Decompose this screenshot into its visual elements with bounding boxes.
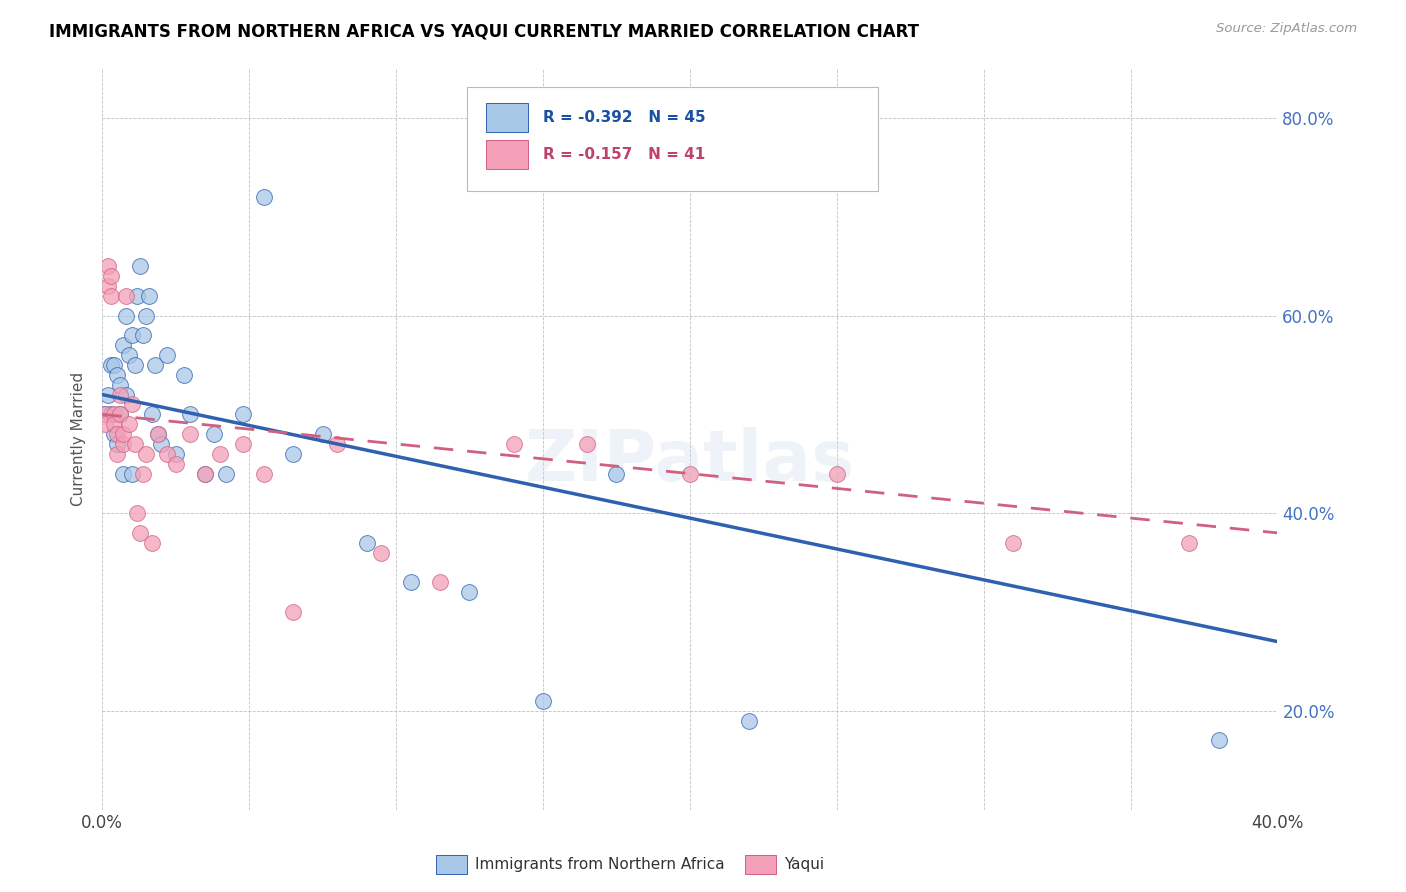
Point bbox=[165, 447, 187, 461]
Point bbox=[100, 358, 122, 372]
Point bbox=[146, 427, 169, 442]
Point bbox=[97, 278, 120, 293]
Text: Yaqui: Yaqui bbox=[785, 857, 825, 871]
Point bbox=[253, 190, 276, 204]
Point bbox=[214, 467, 236, 481]
Point bbox=[103, 358, 125, 372]
Point bbox=[253, 467, 276, 481]
Point bbox=[121, 328, 143, 343]
Point bbox=[135, 447, 157, 461]
Point bbox=[531, 694, 554, 708]
Point bbox=[141, 535, 163, 549]
Point bbox=[100, 407, 122, 421]
Point bbox=[179, 427, 201, 442]
Point bbox=[108, 377, 131, 392]
Point bbox=[1001, 535, 1024, 549]
Point bbox=[173, 368, 195, 382]
Point bbox=[429, 575, 451, 590]
Point bbox=[94, 407, 117, 421]
Point bbox=[143, 358, 166, 372]
Point bbox=[146, 427, 169, 442]
Point bbox=[679, 467, 702, 481]
Point bbox=[100, 289, 122, 303]
FancyBboxPatch shape bbox=[467, 87, 877, 191]
Point bbox=[156, 447, 179, 461]
Point bbox=[124, 358, 146, 372]
Point bbox=[111, 437, 134, 451]
Point bbox=[502, 437, 524, 451]
Point bbox=[105, 368, 128, 382]
FancyBboxPatch shape bbox=[486, 103, 527, 131]
Point bbox=[114, 289, 136, 303]
Point bbox=[94, 407, 117, 421]
Point bbox=[121, 467, 143, 481]
Point bbox=[103, 407, 125, 421]
Point bbox=[132, 467, 155, 481]
Point bbox=[232, 437, 254, 451]
Point bbox=[129, 259, 152, 273]
Point bbox=[1178, 535, 1201, 549]
Point bbox=[283, 605, 305, 619]
Point bbox=[208, 447, 231, 461]
Y-axis label: Currently Married: Currently Married bbox=[72, 372, 86, 506]
Text: Immigrants from Northern Africa: Immigrants from Northern Africa bbox=[475, 857, 725, 871]
Point bbox=[103, 427, 125, 442]
Point bbox=[458, 585, 481, 599]
Point bbox=[118, 417, 141, 432]
Point bbox=[108, 387, 131, 401]
Point bbox=[356, 535, 378, 549]
Point bbox=[114, 309, 136, 323]
Point bbox=[111, 338, 134, 352]
Point bbox=[108, 407, 131, 421]
Point bbox=[118, 348, 141, 362]
Point bbox=[232, 407, 254, 421]
Point bbox=[124, 437, 146, 451]
Text: R = -0.157   N = 41: R = -0.157 N = 41 bbox=[543, 147, 706, 162]
Point bbox=[575, 437, 598, 451]
Point bbox=[97, 387, 120, 401]
Point bbox=[326, 437, 349, 451]
Point bbox=[127, 506, 149, 520]
Point bbox=[97, 259, 120, 273]
Point bbox=[111, 467, 134, 481]
Point bbox=[138, 289, 160, 303]
Point bbox=[141, 407, 163, 421]
Point bbox=[194, 467, 217, 481]
Point bbox=[1208, 733, 1230, 747]
Point bbox=[121, 397, 143, 411]
Text: IMMIGRANTS FROM NORTHERN AFRICA VS YAQUI CURRENTLY MARRIED CORRELATION CHART: IMMIGRANTS FROM NORTHERN AFRICA VS YAQUI… bbox=[49, 22, 920, 40]
Point bbox=[105, 437, 128, 451]
Point bbox=[105, 447, 128, 461]
Point bbox=[129, 525, 152, 540]
Text: R = -0.392   N = 45: R = -0.392 N = 45 bbox=[543, 110, 706, 125]
Point bbox=[165, 457, 187, 471]
Point bbox=[94, 417, 117, 432]
Point bbox=[311, 427, 333, 442]
Point bbox=[132, 328, 155, 343]
Point bbox=[135, 309, 157, 323]
Point bbox=[156, 348, 179, 362]
Point bbox=[114, 387, 136, 401]
FancyBboxPatch shape bbox=[486, 140, 527, 169]
Text: Source: ZipAtlas.com: Source: ZipAtlas.com bbox=[1216, 22, 1357, 36]
Point bbox=[825, 467, 848, 481]
Point bbox=[399, 575, 422, 590]
Text: ZIPatlas: ZIPatlas bbox=[524, 426, 855, 496]
Point bbox=[100, 268, 122, 283]
Point bbox=[179, 407, 201, 421]
Point bbox=[127, 289, 149, 303]
Point bbox=[605, 467, 627, 481]
Point bbox=[194, 467, 217, 481]
Point bbox=[149, 437, 172, 451]
Point bbox=[283, 447, 305, 461]
Point bbox=[111, 427, 134, 442]
Point bbox=[370, 546, 392, 560]
Point bbox=[202, 427, 225, 442]
Point bbox=[737, 714, 759, 728]
Point bbox=[108, 407, 131, 421]
Point bbox=[105, 427, 128, 442]
Point bbox=[103, 417, 125, 432]
